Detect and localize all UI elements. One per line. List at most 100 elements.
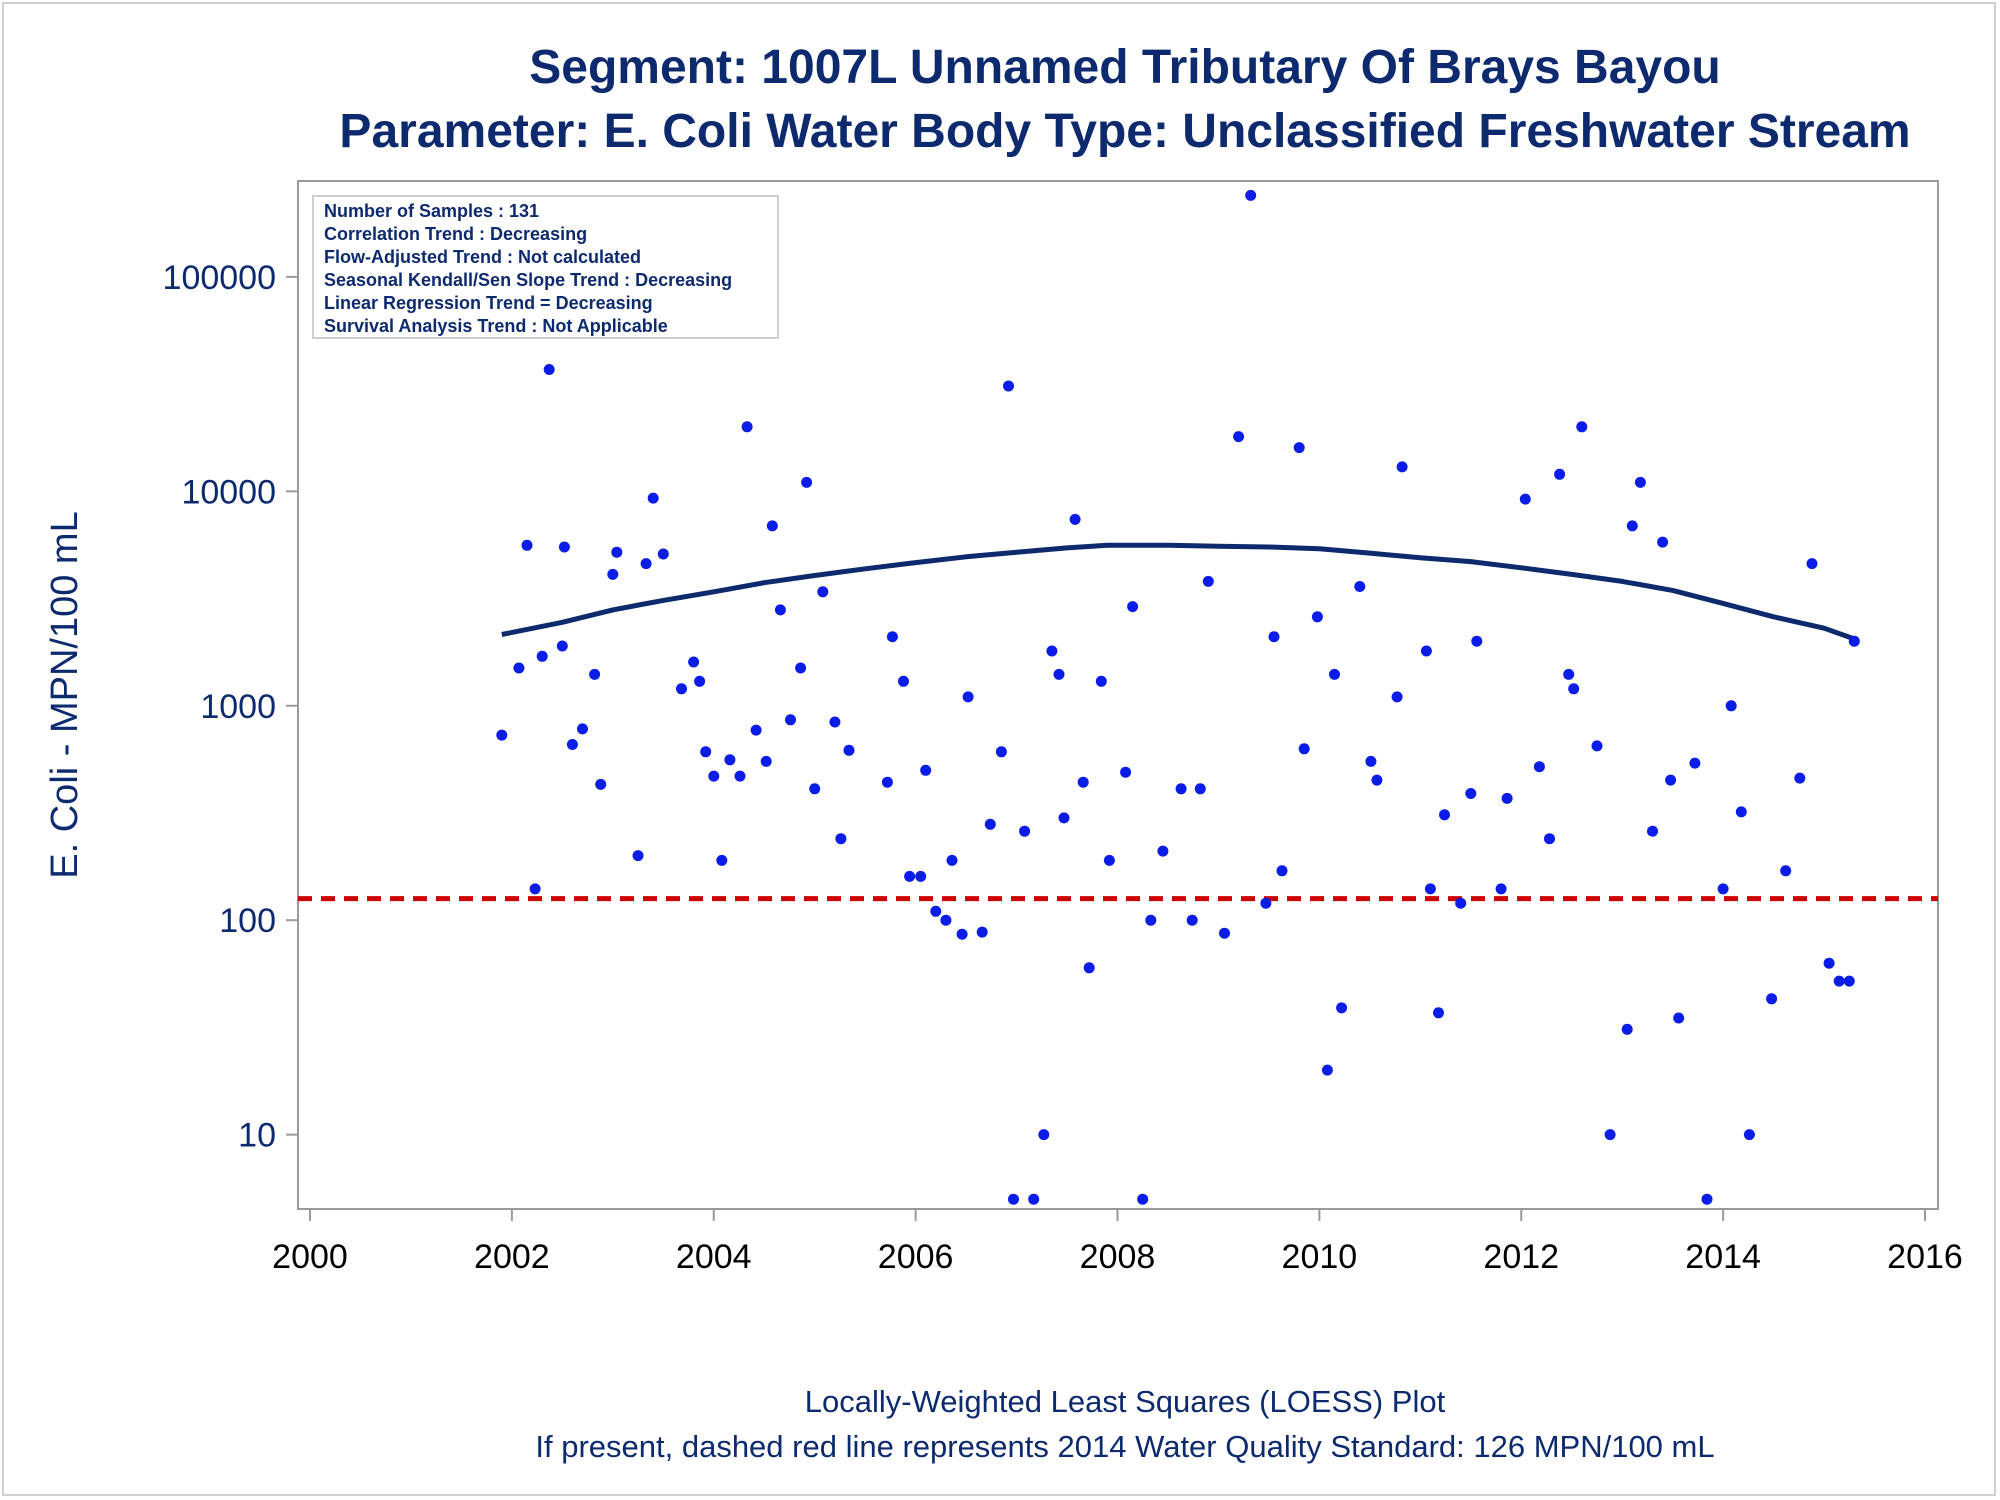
data-point: [1657, 536, 1669, 548]
data-point: [1634, 476, 1646, 488]
data-point: [1554, 468, 1566, 480]
data-point: [904, 870, 916, 882]
data-point: [1233, 431, 1245, 443]
data-point: [688, 656, 700, 668]
data-point: [1219, 927, 1230, 939]
data-point: [589, 668, 601, 680]
loess-curve: [501, 542, 1856, 642]
data-point: [1424, 883, 1436, 895]
data-point: [595, 778, 607, 790]
data-point: [1591, 740, 1603, 752]
data-point: [1028, 1193, 1040, 1205]
data-point: [750, 724, 762, 736]
data-point: [1058, 812, 1070, 824]
data-point: [694, 675, 706, 687]
data-point: [940, 914, 952, 926]
data-point: [774, 604, 786, 616]
chart-title: Segment: 1007L Unnamed Tributary Of Bray…: [529, 41, 1720, 94]
data-point: [1298, 743, 1310, 755]
data-point: [1673, 1012, 1685, 1024]
data-point: [1420, 645, 1432, 657]
data-point: [1311, 611, 1323, 623]
data-point: [536, 650, 548, 662]
data-point: [1833, 975, 1845, 987]
data-point: [1145, 914, 1157, 926]
data-point: [1268, 631, 1280, 643]
y-axis: 10 100 1000 10000 100000: [163, 259, 298, 1155]
y-tick-label: 10: [238, 1117, 276, 1155]
data-point: [829, 716, 841, 728]
data-point: [1717, 883, 1729, 895]
data-point: [801, 476, 813, 488]
data-point: [1321, 1064, 1333, 1076]
stats-line-seasonal-kendall: Seasonal Kendall/Sen Slope Trend : Decre…: [324, 270, 732, 290]
data-point: [676, 683, 687, 695]
data-point: [1465, 788, 1477, 799]
data-point: [809, 783, 821, 795]
data-point: [566, 739, 578, 750]
points-group: [496, 189, 1860, 1205]
data-point: [1245, 189, 1257, 201]
data-point: [1519, 493, 1531, 505]
data-point: [1848, 635, 1860, 647]
x-tick-label: 2016: [1887, 1238, 1963, 1276]
data-point: [1439, 809, 1450, 821]
data-point: [785, 714, 796, 726]
x-tick-label: 2014: [1685, 1238, 1761, 1276]
data-point: [1689, 757, 1701, 769]
data-point: [640, 558, 652, 570]
data-point: [724, 754, 736, 766]
data-point: [496, 729, 508, 741]
data-point: [1626, 520, 1638, 532]
data-point: [1260, 897, 1272, 909]
data-point: [835, 833, 847, 845]
data-point: [976, 926, 988, 938]
data-point: [1495, 883, 1507, 895]
data-point: [1077, 776, 1089, 788]
y-tick-label: 100000: [163, 259, 276, 297]
data-point: [1194, 783, 1206, 795]
data-point: [956, 928, 968, 940]
data-point: [716, 854, 728, 866]
data-point: [1069, 513, 1081, 525]
data-point: [1127, 601, 1139, 613]
x-tick-label: 2006: [878, 1238, 954, 1276]
data-point: [1725, 700, 1737, 712]
data-point: [513, 662, 525, 674]
stats-box: Number of Samples : 131 Correlation Tren…: [312, 195, 779, 339]
data-point: [881, 776, 893, 788]
footnote-loess: Locally-Weighted Least Squares (LOESS) P…: [805, 1384, 1446, 1419]
data-point: [1336, 1002, 1348, 1014]
data-point: [1391, 691, 1403, 703]
data-point: [886, 631, 898, 643]
data-point: [1186, 914, 1198, 926]
data-point: [1293, 442, 1305, 454]
data-point: [1095, 675, 1107, 687]
data-point: [1046, 645, 1058, 657]
chart-subtitle: Parameter: E. Coli Water Body Type: Uncl…: [339, 105, 1910, 158]
y-tick-label: 100: [219, 902, 276, 940]
loess-group: [501, 542, 1856, 642]
data-point: [843, 744, 855, 756]
data-point: [1647, 825, 1658, 837]
data-point: [1053, 668, 1065, 680]
data-point: [1175, 783, 1187, 795]
data-point: [647, 492, 659, 504]
data-point: [611, 546, 623, 558]
data-point: [1354, 581, 1366, 592]
data-point: [632, 850, 644, 862]
data-point: [946, 854, 958, 866]
data-point: [1743, 1129, 1755, 1141]
x-tick-label: 2012: [1483, 1238, 1559, 1276]
data-point: [734, 770, 746, 782]
data-point: [521, 539, 533, 551]
data-point: [1780, 865, 1792, 877]
footnote-standard: If present, dashed red line represents 2…: [535, 1429, 1714, 1464]
data-point: [1735, 806, 1747, 818]
data-point: [1365, 755, 1377, 767]
data-point: [915, 870, 927, 882]
data-point: [1038, 1129, 1050, 1141]
data-point: [898, 675, 909, 687]
data-point: [657, 548, 669, 560]
